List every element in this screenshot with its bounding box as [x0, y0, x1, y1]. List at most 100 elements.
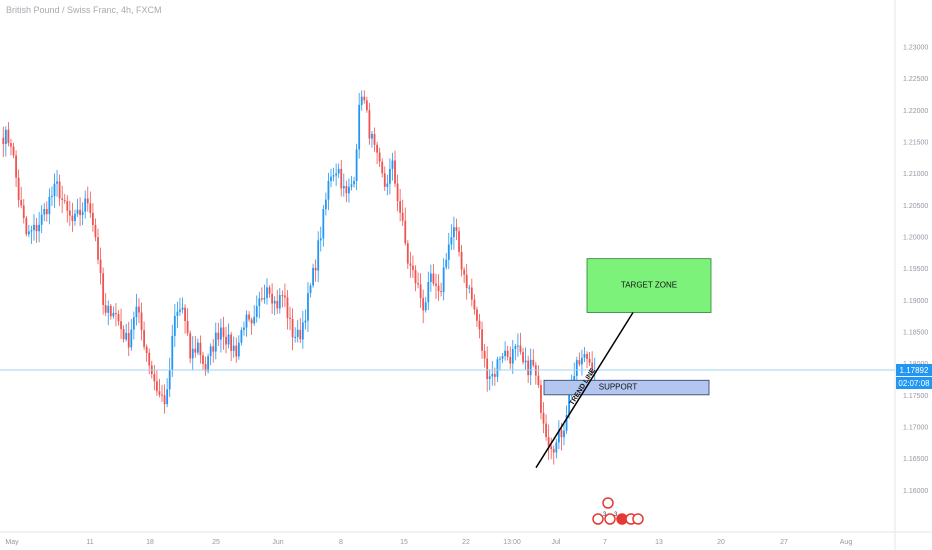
time-tick-label: 11	[86, 539, 93, 546]
candle-body	[483, 350, 486, 359]
candle-body	[299, 329, 302, 340]
candle-body	[501, 356, 504, 359]
candle-body	[332, 175, 335, 177]
candle-body	[35, 224, 38, 232]
candle-body	[140, 312, 143, 331]
candle-body	[547, 437, 550, 447]
candle-body	[327, 180, 330, 200]
candle-body	[222, 327, 225, 337]
news-event-icon[interactable]	[632, 513, 644, 525]
candle-body	[158, 391, 161, 395]
candle-body	[156, 381, 158, 392]
candle-body	[388, 168, 391, 184]
candle-body	[289, 317, 291, 319]
candle-body	[481, 329, 483, 351]
candle-body	[202, 355, 204, 364]
candle-body	[460, 251, 463, 270]
target-zone-box[interactable]	[586, 258, 712, 313]
candle-body	[304, 320, 307, 323]
candle-body	[470, 287, 473, 300]
support-box[interactable]	[543, 379, 710, 396]
candle-body	[53, 183, 56, 196]
candle-body	[10, 143, 12, 147]
candle-body	[463, 269, 466, 275]
candle-body	[429, 273, 432, 282]
candle-body	[373, 133, 376, 145]
last-price-value: 1.17892	[900, 366, 929, 375]
earnings-event-icon[interactable]	[602, 497, 614, 509]
candle-body	[363, 96, 366, 101]
candle-body	[207, 356, 210, 372]
candle-body	[107, 305, 110, 313]
candle-body	[593, 370, 596, 374]
candle-body	[368, 110, 371, 139]
candle-body	[135, 306, 138, 318]
candle-body	[94, 224, 97, 238]
candle-body	[409, 263, 412, 266]
candle-body	[163, 395, 166, 405]
candle-body	[130, 329, 133, 348]
price-tick-label: 1.23000	[903, 45, 928, 52]
candle-body	[353, 181, 355, 185]
candle-body	[120, 321, 122, 330]
candle-body	[245, 314, 248, 328]
trend-line[interactable]	[535, 312, 634, 469]
candle-body	[102, 273, 105, 305]
price-tick-label: 1.19500	[903, 266, 928, 273]
candle-body	[527, 360, 530, 376]
candle-body	[437, 285, 440, 292]
candle-body	[199, 342, 202, 356]
time-tick-label: 8	[339, 539, 343, 546]
news-event-icon[interactable]	[604, 513, 616, 525]
candle-body	[514, 346, 517, 350]
candle-body	[557, 430, 560, 443]
candle-body	[435, 283, 437, 286]
candle-body	[532, 359, 535, 366]
candle-body	[89, 203, 92, 213]
candle-body	[66, 201, 69, 211]
candle-body	[348, 186, 350, 194]
candle-body	[509, 356, 512, 364]
candle-body	[212, 346, 215, 352]
candle-body	[196, 342, 199, 353]
news-event-icon[interactable]	[592, 513, 604, 525]
candle-body	[345, 186, 348, 194]
candle-body	[240, 329, 243, 343]
candle-body	[458, 231, 460, 252]
candle-body	[517, 345, 519, 347]
candle-body	[324, 199, 327, 210]
time-axis[interactable]: May 11 18 25 Jun 8 15 22 13:00 Jul 7 13 20 27 Aug	[5, 539, 852, 546]
candle-body	[166, 389, 169, 405]
candle-body	[220, 327, 222, 340]
candle-body	[330, 176, 332, 181]
candle-body	[424, 302, 427, 311]
candle-body	[227, 334, 230, 345]
candle-body	[268, 287, 271, 294]
price-tick-label: 1.16000	[903, 488, 928, 495]
candle-body	[394, 160, 396, 184]
candle-body	[419, 284, 422, 299]
candle-body	[445, 259, 448, 268]
price-tick-label: 1.19000	[903, 298, 928, 305]
candle-body	[7, 129, 10, 144]
event-markers[interactable]: 3 3	[592, 497, 644, 525]
candle-body	[350, 184, 353, 187]
candle-body	[404, 220, 407, 244]
time-tick-label: Jul	[552, 539, 561, 546]
candle-body	[432, 273, 435, 284]
candle-body	[235, 345, 238, 357]
price-tick-label: 1.22000	[903, 108, 928, 115]
candle-body	[271, 293, 274, 304]
candle-body	[371, 133, 373, 139]
candle-body	[58, 181, 61, 199]
candle-body	[586, 353, 588, 359]
price-tick-label: 1.17500	[903, 393, 928, 400]
candle-body	[17, 177, 20, 201]
candle-body	[250, 319, 253, 324]
candle-body	[376, 144, 378, 153]
price-axis[interactable]: 1.23000 1.22500 1.22000 1.21500 1.21000 1.205…	[903, 45, 928, 495]
candle-body	[278, 295, 281, 309]
candle-body	[237, 342, 240, 357]
candle-body	[225, 336, 227, 345]
